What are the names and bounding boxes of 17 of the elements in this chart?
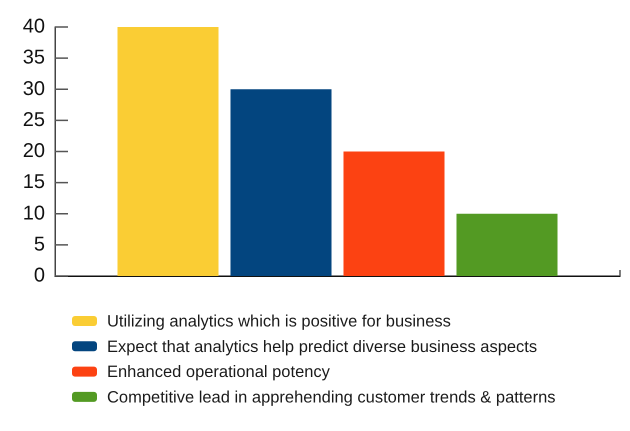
legend-label: Utilizing analytics which is positive for business: [107, 312, 451, 331]
bar: [343, 152, 445, 276]
y-tick-label: 10: [22, 202, 45, 224]
y-tick-label: 5: [34, 233, 45, 256]
y-tick-label: 20: [22, 140, 45, 162]
y-tick-label: 0: [34, 264, 45, 287]
legend-label: Competitive lead in apprehending customer trends & patterns: [107, 388, 556, 406]
y-tick-label: 15: [22, 171, 45, 194]
bar: [117, 27, 219, 276]
bar: [230, 89, 332, 276]
y-tick-label: 30: [22, 78, 45, 100]
legend-label: Expect that analytics help predict diverse business aspects: [107, 338, 538, 356]
bar: [456, 214, 558, 276]
y-tick-label: 40: [22, 16, 45, 38]
y-tick-label: 35: [22, 46, 45, 69]
legend-label: Enhanced operational potency: [107, 363, 331, 382]
y-tick-label: 25: [22, 108, 45, 131]
